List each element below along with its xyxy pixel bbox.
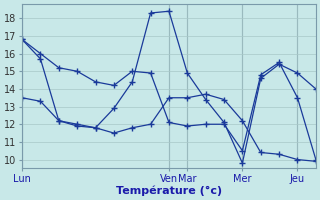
X-axis label: Température (°c): Température (°c) bbox=[116, 185, 222, 196]
